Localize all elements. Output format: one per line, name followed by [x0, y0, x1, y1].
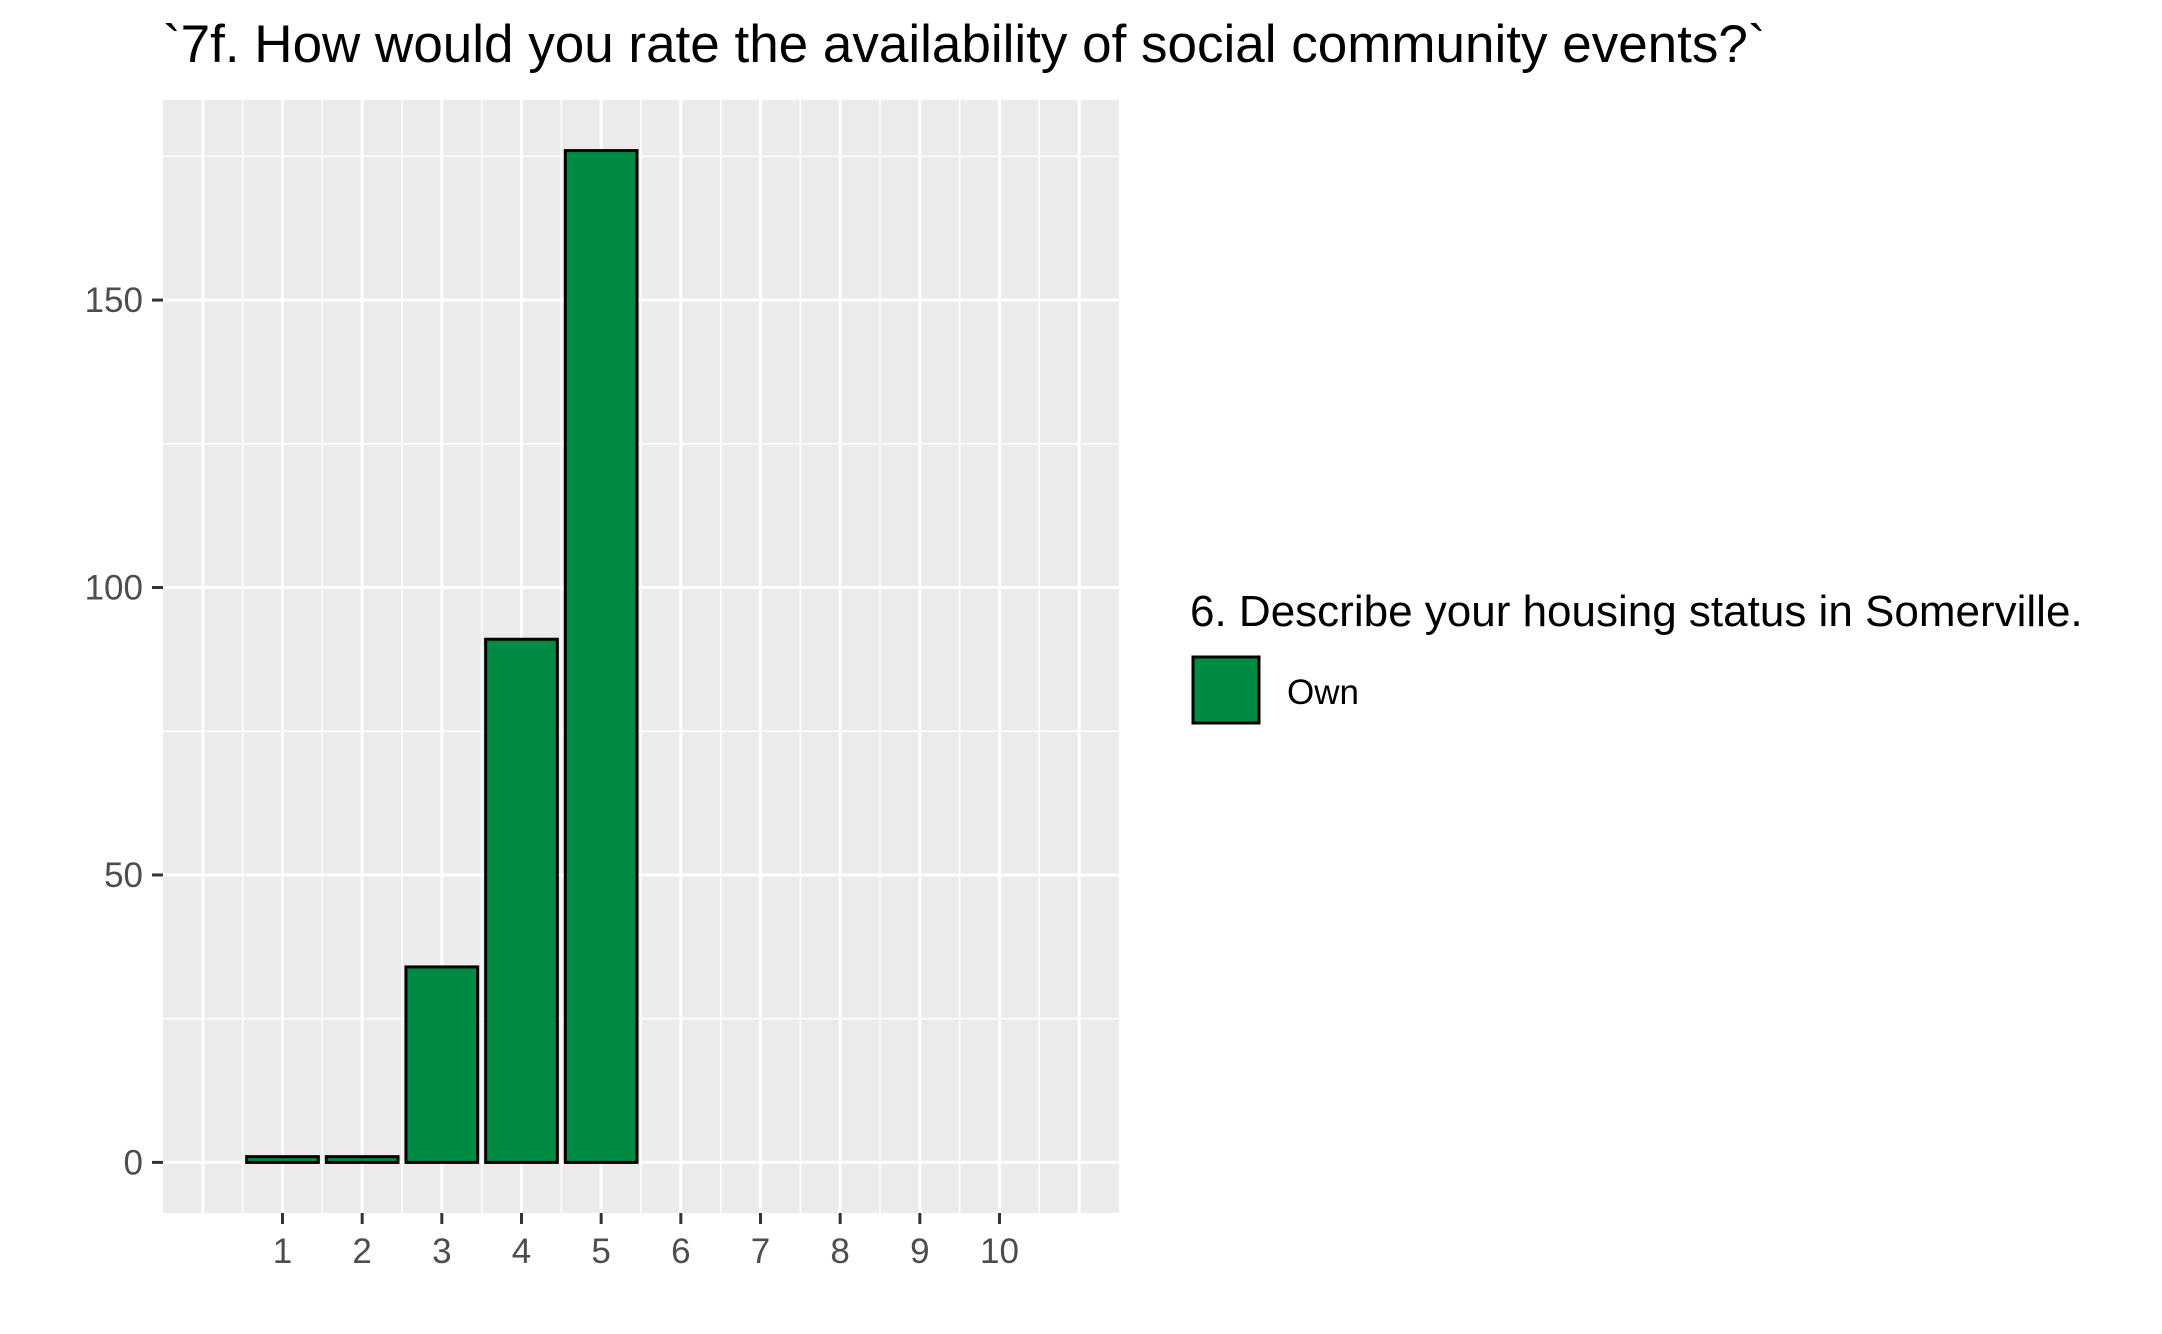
- x-tick-label: 6: [671, 1232, 690, 1271]
- bar-3: [404, 965, 480, 1164]
- bar-5: [563, 149, 639, 1164]
- x-tick-label: 1: [273, 1232, 292, 1271]
- x-tick-label: 5: [591, 1232, 610, 1271]
- bar-1: [245, 1155, 320, 1164]
- minor-gridlines: [163, 100, 1119, 1213]
- x-tick-label: 4: [512, 1232, 531, 1271]
- legend-key-own: [1191, 655, 1261, 725]
- y-axis: 0 50 100 150: [85, 281, 163, 1182]
- y-tick-label: 150: [85, 281, 143, 320]
- x-tick-label: 9: [910, 1232, 929, 1271]
- x-tick-label: 7: [751, 1232, 770, 1271]
- legend-title: 6. Describe your housing status in Somer…: [1190, 587, 2083, 636]
- y-tick-label: 100: [85, 569, 143, 608]
- x-tick-label: 3: [432, 1232, 451, 1271]
- x-axis: 1 2 3 4 5 6 7 8 9 10: [273, 1213, 1019, 1271]
- x-tick-label: 8: [830, 1232, 849, 1271]
- bars: [245, 149, 639, 1164]
- x-tick-label: 10: [980, 1232, 1019, 1271]
- chart-title: `7f. How would you rate the availability…: [163, 15, 1766, 74]
- bar-4: [484, 637, 559, 1164]
- legend: 6. Describe your housing status in Somer…: [1190, 587, 2083, 725]
- bar-2: [324, 1155, 400, 1164]
- y-tick-label: 50: [104, 856, 143, 895]
- legend-label-own: Own: [1287, 673, 1359, 712]
- x-tick-label: 2: [352, 1232, 371, 1271]
- y-tick-label: 0: [124, 1143, 143, 1182]
